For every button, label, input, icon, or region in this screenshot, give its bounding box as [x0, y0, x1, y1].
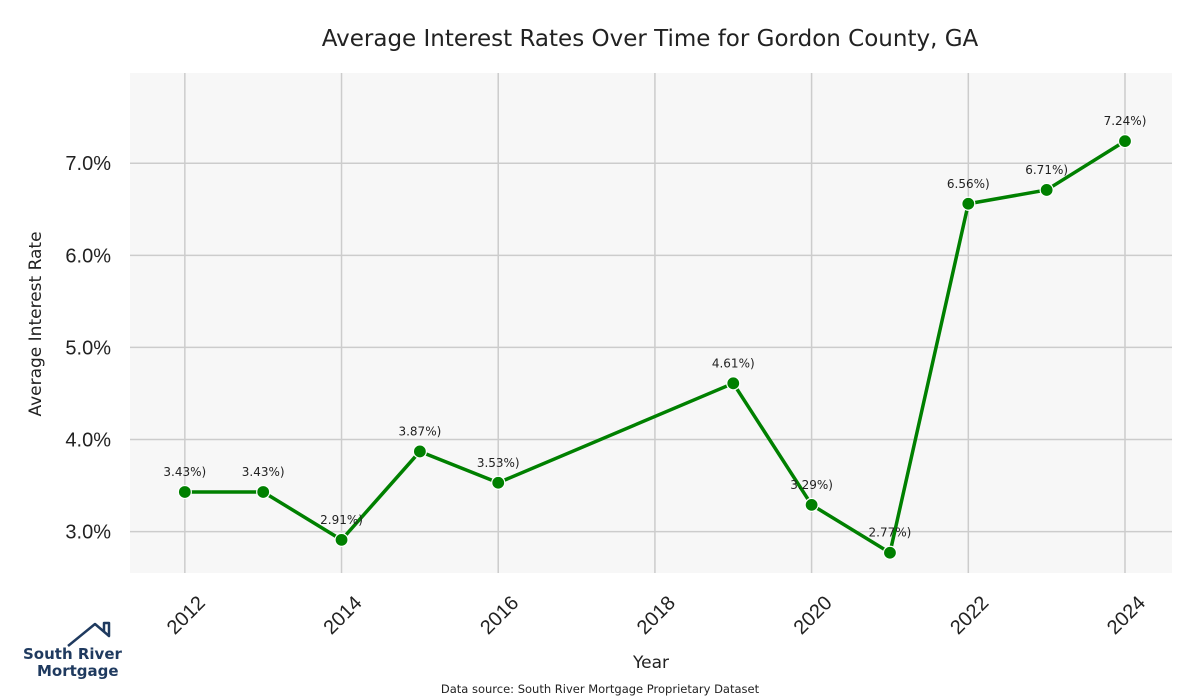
data-label-2013: 3.43%) [242, 465, 285, 479]
data-label-2023: 6.71%) [1025, 163, 1068, 177]
chart-title: Average Interest Rates Over Time for Gor… [322, 26, 979, 52]
y-axis-ticks: 3.0% 4.0% 5.0% 6.0% 7.0% [65, 153, 111, 543]
data-point-2020 [804, 497, 819, 512]
logo-text-line2: Mortgage [37, 662, 119, 680]
x-tick-label: 2012 [163, 592, 210, 639]
x-tick-label: 2016 [476, 592, 523, 639]
data-label-2016: 3.53%) [477, 456, 520, 470]
y-tick-label: 4.0% [65, 429, 111, 451]
data-point-2024 [1117, 134, 1133, 149]
x-tick-label: 2014 [320, 592, 367, 639]
data-source-note: Data source: South River Mortgage Propri… [441, 682, 760, 696]
house-roof-icon [67, 621, 111, 647]
y-tick-label: 5.0% [65, 337, 111, 359]
x-tick-label: 2024 [1103, 592, 1150, 639]
data-point-2022 [961, 196, 976, 211]
data-point-2014 [334, 532, 349, 547]
data-label-2020: 3.29%) [790, 478, 833, 492]
data-labels: 3.43%) 3.43%) 2.91%) 3.87%) 3.53%) 4.61%) 3.29… [163, 114, 1146, 540]
grid-lines [130, 73, 1172, 573]
x-axis-label: Year [632, 653, 669, 673]
plot-area [130, 73, 1172, 573]
data-point-2015 [412, 444, 427, 459]
data-point-2023 [1039, 182, 1054, 198]
data-label-2015: 3.87%) [398, 424, 441, 438]
data-point-2016 [491, 475, 506, 490]
data-point-2021 [882, 545, 898, 560]
data-label-2014: 2.91%) [320, 513, 363, 527]
data-label-2021: 2.77%) [869, 526, 912, 540]
y-tick-label: 6.0% [65, 245, 111, 267]
data-label-2019: 4.61%) [712, 356, 755, 370]
x-tick-label: 2022 [946, 592, 993, 639]
data-point-2019 [726, 376, 741, 391]
data-label-2024: 7.24%) [1104, 114, 1147, 128]
data-label-2012: 3.43%) [163, 465, 206, 479]
data-points [177, 134, 1133, 560]
x-axis-ticks: 2012 2014 2016 2018 2020 2022 2024 [163, 592, 1150, 639]
y-tick-label: 7.0% [65, 153, 111, 175]
data-point-2013 [256, 484, 271, 500]
x-tick-label: 2020 [790, 592, 837, 639]
y-tick-label: 3.0% [65, 522, 111, 544]
y-axis-label: Average Interest Rate [26, 231, 46, 416]
x-tick-label: 2018 [633, 592, 680, 639]
company-logo: South River Mortgage [23, 621, 123, 680]
logo-text-line1: South River [23, 645, 123, 663]
data-point-2012 [177, 484, 192, 500]
data-label-2022: 6.56%) [947, 177, 990, 191]
